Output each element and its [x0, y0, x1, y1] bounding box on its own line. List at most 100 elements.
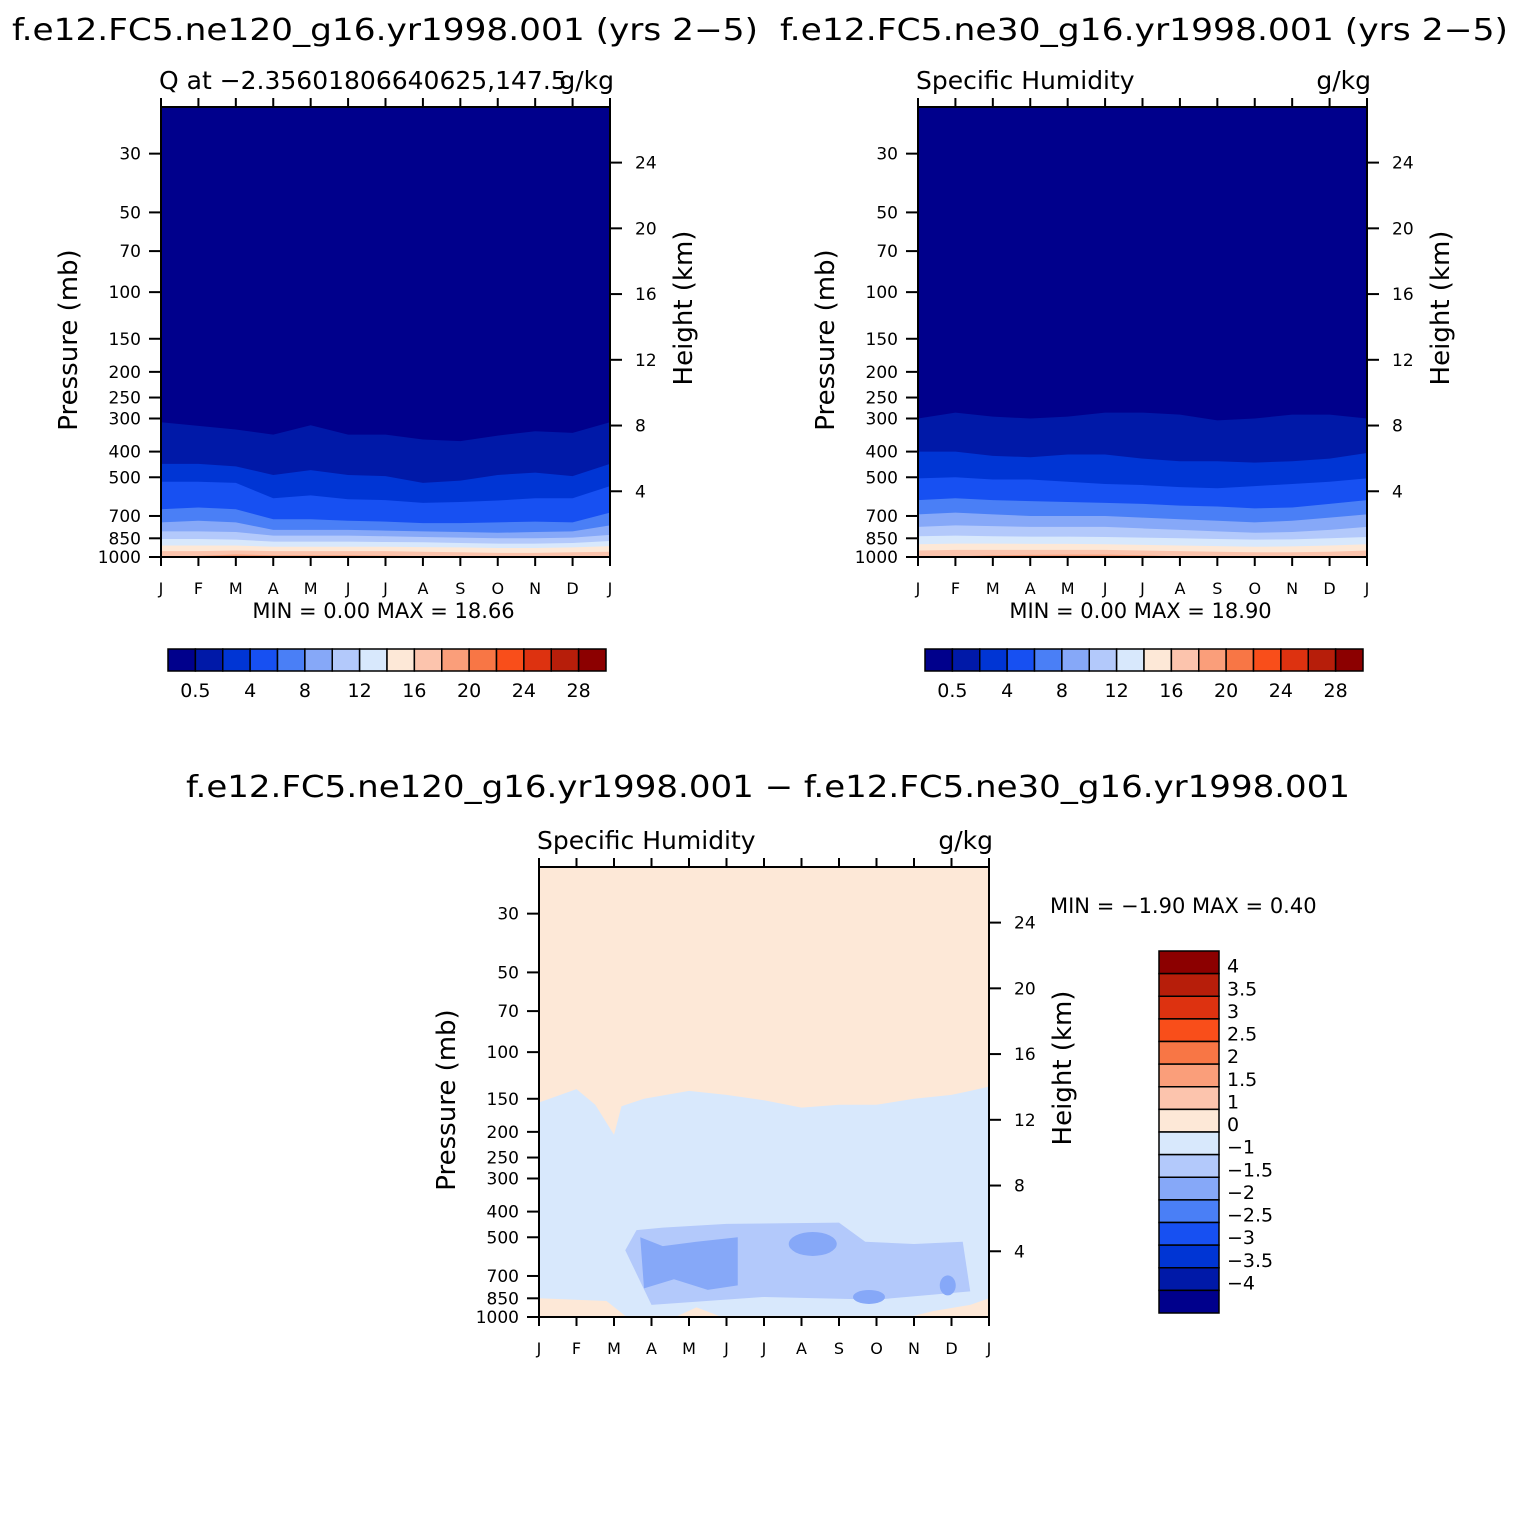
colorbar-label: −2: [1227, 1182, 1255, 1204]
x-tick-label: J: [345, 579, 351, 598]
colorbar-label: −1: [1227, 1137, 1255, 1159]
colorbar-swatch: [1143, 648, 1173, 672]
y2-tick-label: 12: [635, 351, 657, 371]
x-tick-label: F: [951, 579, 960, 598]
x-tick-label: M: [1061, 579, 1075, 598]
contour-field: [918, 107, 1367, 557]
x-tick-label: N: [908, 1339, 920, 1358]
y-tick-label: 500: [109, 468, 141, 488]
x-tick-label: A: [268, 579, 279, 598]
x-tick-label: D: [1323, 579, 1335, 598]
y-tick-label: 700: [109, 507, 141, 527]
x-tick-label: S: [1212, 579, 1222, 598]
colorbar-swatch: [1252, 648, 1282, 672]
colorbar-label: −1.5: [1227, 1159, 1273, 1181]
y-tick-label: 400: [866, 443, 898, 463]
y-tick-label: 500: [487, 1228, 519, 1248]
colorbar-swatch: [1158, 1289, 1220, 1314]
diff-band-minus1_5: [788, 1231, 837, 1256]
y2-tick-label: 24: [1014, 914, 1036, 934]
colorbar-swatch: [550, 648, 580, 672]
y-tick-label: 250: [109, 389, 141, 409]
y2-tick-label: 8: [635, 417, 646, 437]
y-tick-label: 300: [866, 410, 898, 430]
colorbar-swatch: [1033, 648, 1063, 672]
x-tick-label: J: [607, 579, 613, 598]
y-tick-label: 1000: [855, 548, 898, 568]
y-tick-label: 200: [866, 363, 898, 383]
plot-panel-difference: J F M A M J J A S O N D J305070100150200250300400500…: [432, 826, 1317, 1358]
y-tick-label: 200: [487, 1123, 519, 1143]
y2-tick-label: 24: [635, 154, 657, 174]
colorbar-swatch: [468, 648, 498, 672]
colorbar-swatch: [1158, 1199, 1220, 1224]
min-max-stats: MIN = −1.90 MAX = 0.40: [1050, 894, 1317, 918]
x-tick-label: S: [834, 1339, 844, 1358]
panel-subtitle-right: g/kg: [938, 826, 993, 855]
colorbar-swatch: [1158, 1176, 1220, 1201]
y-tick-label: 250: [487, 1149, 519, 1169]
y-tick-label: 700: [487, 1267, 519, 1287]
colorbar-label: 3.5: [1227, 978, 1257, 1000]
colorbar: 43.532.521.510−1−1.5−2−2.5−3−3.5−4: [1158, 950, 1273, 1314]
y2-tick-label: 4: [1392, 482, 1403, 502]
y-tick-label: 300: [109, 410, 141, 430]
y-tick-label: 250: [866, 389, 898, 409]
y2-tick-label: 8: [1014, 1177, 1025, 1197]
y-axis-title: Pressure (mb): [54, 249, 84, 430]
colorbar-swatch: [577, 648, 607, 672]
y-tick-label: 850: [109, 529, 141, 549]
x-tick-label: J: [986, 1339, 992, 1358]
y-tick-label: 50: [119, 203, 141, 223]
contour-field: [539, 867, 989, 1317]
x-tick-label: A: [1174, 579, 1185, 598]
colorbar-swatch: [1198, 648, 1227, 672]
colorbar-swatch: [1158, 1086, 1220, 1111]
colorbar-swatch: [495, 648, 525, 672]
colorbar-swatch: [1158, 1040, 1220, 1065]
x-tick-label: N: [1286, 579, 1298, 598]
colorbar-label: 20: [1214, 680, 1238, 702]
x-tick-label: F: [194, 579, 203, 598]
y2-tick-label: 16: [1014, 1045, 1036, 1065]
colorbar-swatch: [1170, 648, 1200, 672]
colorbar-swatch: [1158, 950, 1220, 975]
x-tick-label: D: [945, 1339, 957, 1358]
x-tick-label: M: [229, 579, 243, 598]
colorbar-swatch: [249, 648, 279, 672]
colorbar-label: 20: [457, 680, 481, 702]
colorbar-label: 16: [1159, 680, 1183, 702]
y2-tick-label: 16: [1392, 285, 1414, 305]
y2-axis-title: Height (km): [669, 231, 699, 386]
colorbar-swatch: [441, 648, 470, 672]
colorbar-label: 0.5: [937, 680, 967, 702]
y-axis-title: Pressure (mb): [432, 1009, 462, 1190]
colorbar-label: 1: [1227, 1091, 1239, 1113]
diff-band-minus1_5: [939, 1275, 956, 1296]
colorbar-swatch: [1158, 1018, 1220, 1043]
panel-subtitle-left: Specific Humidity: [916, 66, 1135, 95]
y2-tick-label: 24: [1392, 154, 1414, 174]
colorbar-swatch: [1158, 1244, 1220, 1269]
y-tick-label: 30: [497, 905, 519, 925]
x-tick-label: D: [566, 579, 578, 598]
colorbar-swatch: [1088, 648, 1118, 672]
colorbar-swatch: [1280, 648, 1309, 672]
colorbar-label: 4: [1001, 680, 1013, 702]
colorbar-swatch: [167, 648, 197, 672]
colorbar-swatch: [1061, 648, 1090, 672]
colorbar-swatch: [1158, 1131, 1220, 1156]
x-tick-label: J: [1139, 579, 1145, 598]
y2-axis-title: Height (km): [1048, 991, 1078, 1146]
y-tick-label: 30: [119, 145, 141, 165]
colorbar-swatch: [1158, 1063, 1220, 1088]
panel-subtitle-right: g/kg: [559, 66, 614, 95]
y-tick-label: 50: [497, 963, 519, 983]
y-tick-label: 400: [109, 443, 141, 463]
x-tick-label: J: [158, 579, 164, 598]
colorbar-swatch: [1006, 648, 1036, 672]
colorbar-label: 1.5: [1227, 1069, 1257, 1091]
y-axis-title: Pressure (mb): [811, 249, 841, 430]
colorbar-swatch: [1115, 648, 1145, 672]
y2-tick-label: 20: [1392, 219, 1414, 239]
